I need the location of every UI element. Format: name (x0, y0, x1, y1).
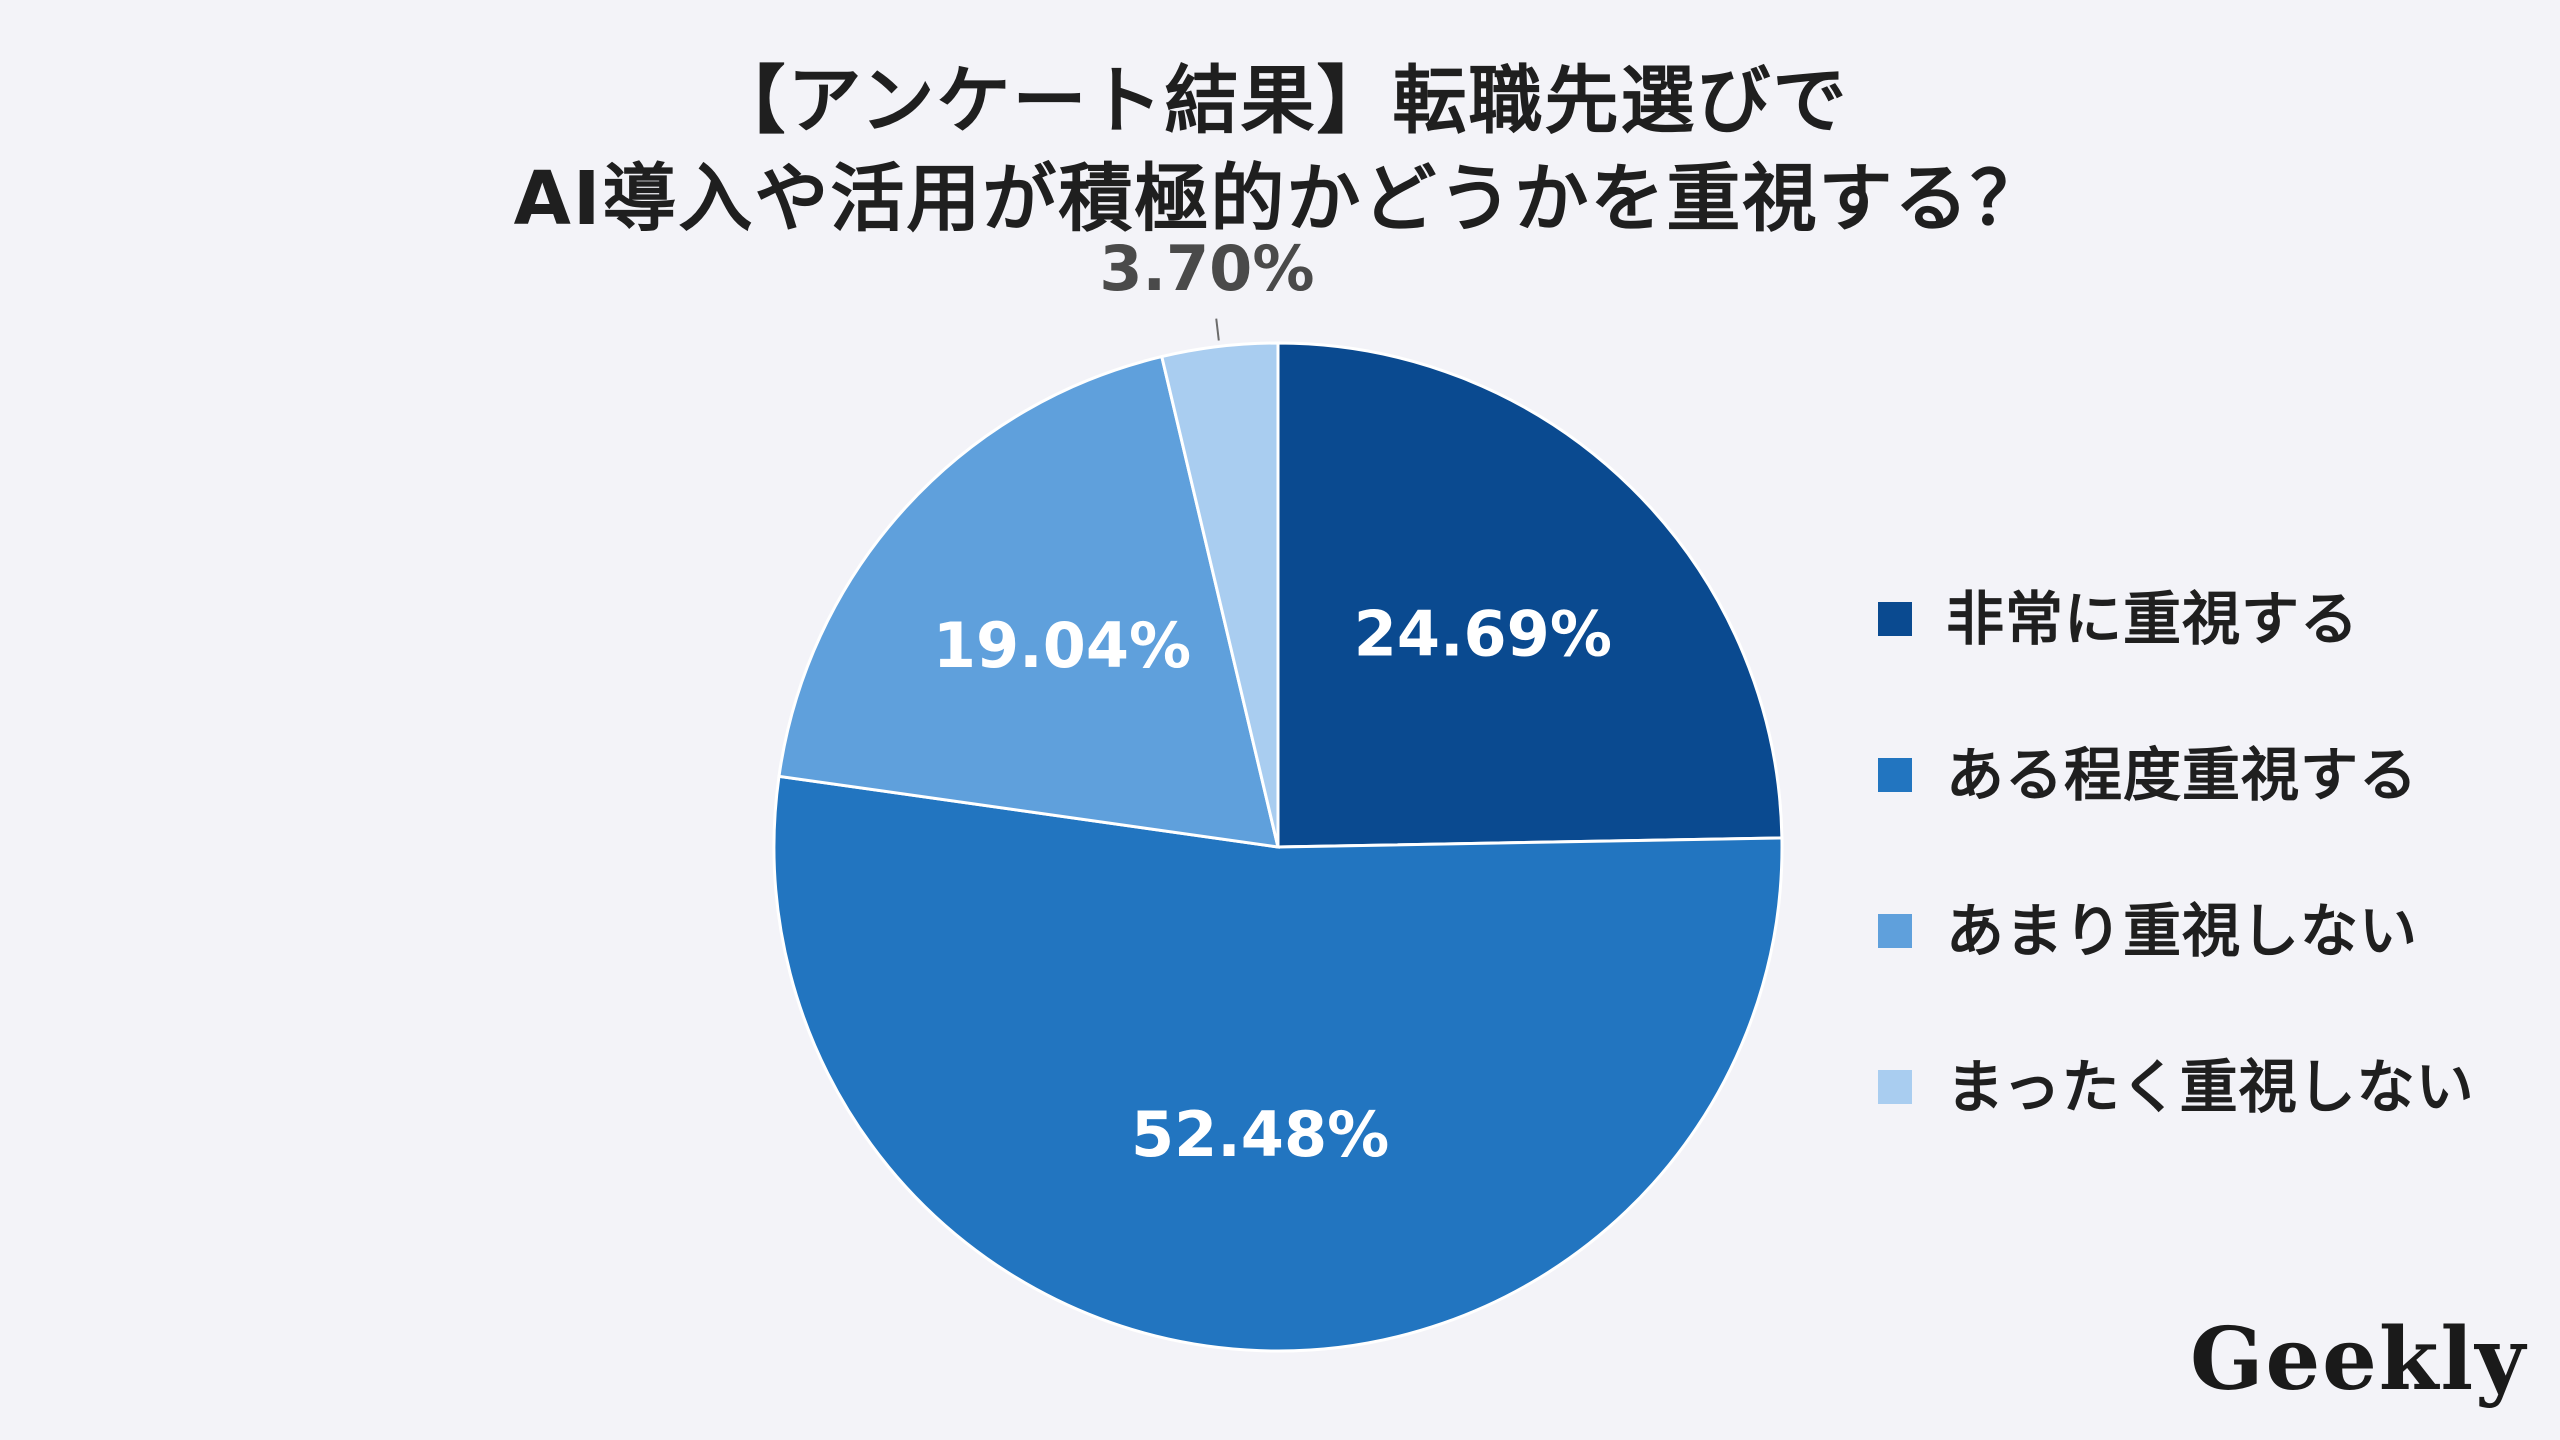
legend-swatch (1878, 602, 1912, 636)
legend-swatch (1878, 1070, 1912, 1104)
chart-title: 【アンケート結果】転職先選びで AI導入や活用が積極的かどうかを重視する？ (0, 52, 2560, 248)
pie-label-not-important-at-all: 3.70% (1099, 232, 1314, 305)
chart-legend: 非常に重視する ある程度重視する あまり重視しない まったく重視しない (1878, 582, 2538, 1206)
pie-slice-somewhat-important (772, 774, 1784, 1353)
legend-item-not-very-important: あまり重視しない (1878, 894, 2538, 1050)
pie-label-very-important: 24.69% (1354, 598, 1612, 671)
pie-label-not-very-important: 19.04% (933, 609, 1191, 682)
pie-leader-line (1215, 318, 1220, 341)
legend-item-not-important-at-all: まったく重視しない (1878, 1050, 2538, 1206)
pie-slice-very-important (1276, 341, 1784, 849)
legend-label: ある程度重視する (1946, 741, 2419, 809)
legend-label: まったく重視しない (1946, 1053, 2475, 1121)
legend-label: あまり重視しない (1946, 897, 2419, 965)
legend-item-somewhat-important: ある程度重視する (1878, 738, 2538, 894)
pie-label-somewhat-important: 52.48% (1131, 1098, 1389, 1171)
chart-title-line-1: 【アンケート結果】転職先選びで (711, 58, 1849, 144)
legend-label: 非常に重視する (1946, 585, 2360, 653)
legend-swatch (1878, 914, 1912, 948)
chart-title-line-2: AI導入や活用が積極的かどうかを重視する？ (513, 156, 2047, 242)
geekly-logo: Geekly (2190, 1309, 2528, 1410)
pie-slice-not-important-at-all (1159, 341, 1280, 848)
legend-swatch (1878, 758, 1912, 792)
legend-item-very-important: 非常に重視する (1878, 582, 2538, 738)
pie-slice-not-very-important (777, 354, 1280, 849)
